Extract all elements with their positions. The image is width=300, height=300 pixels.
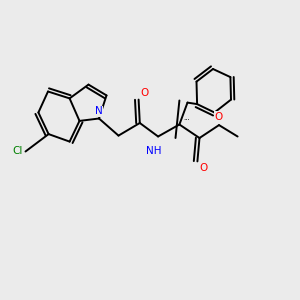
Text: Cl: Cl — [13, 146, 23, 157]
Text: NH: NH — [146, 146, 161, 155]
Text: O: O — [140, 88, 148, 98]
Text: O: O — [199, 163, 207, 173]
Text: N: N — [95, 106, 103, 116]
Text: ...: ... — [183, 115, 190, 121]
Text: O: O — [214, 112, 223, 122]
